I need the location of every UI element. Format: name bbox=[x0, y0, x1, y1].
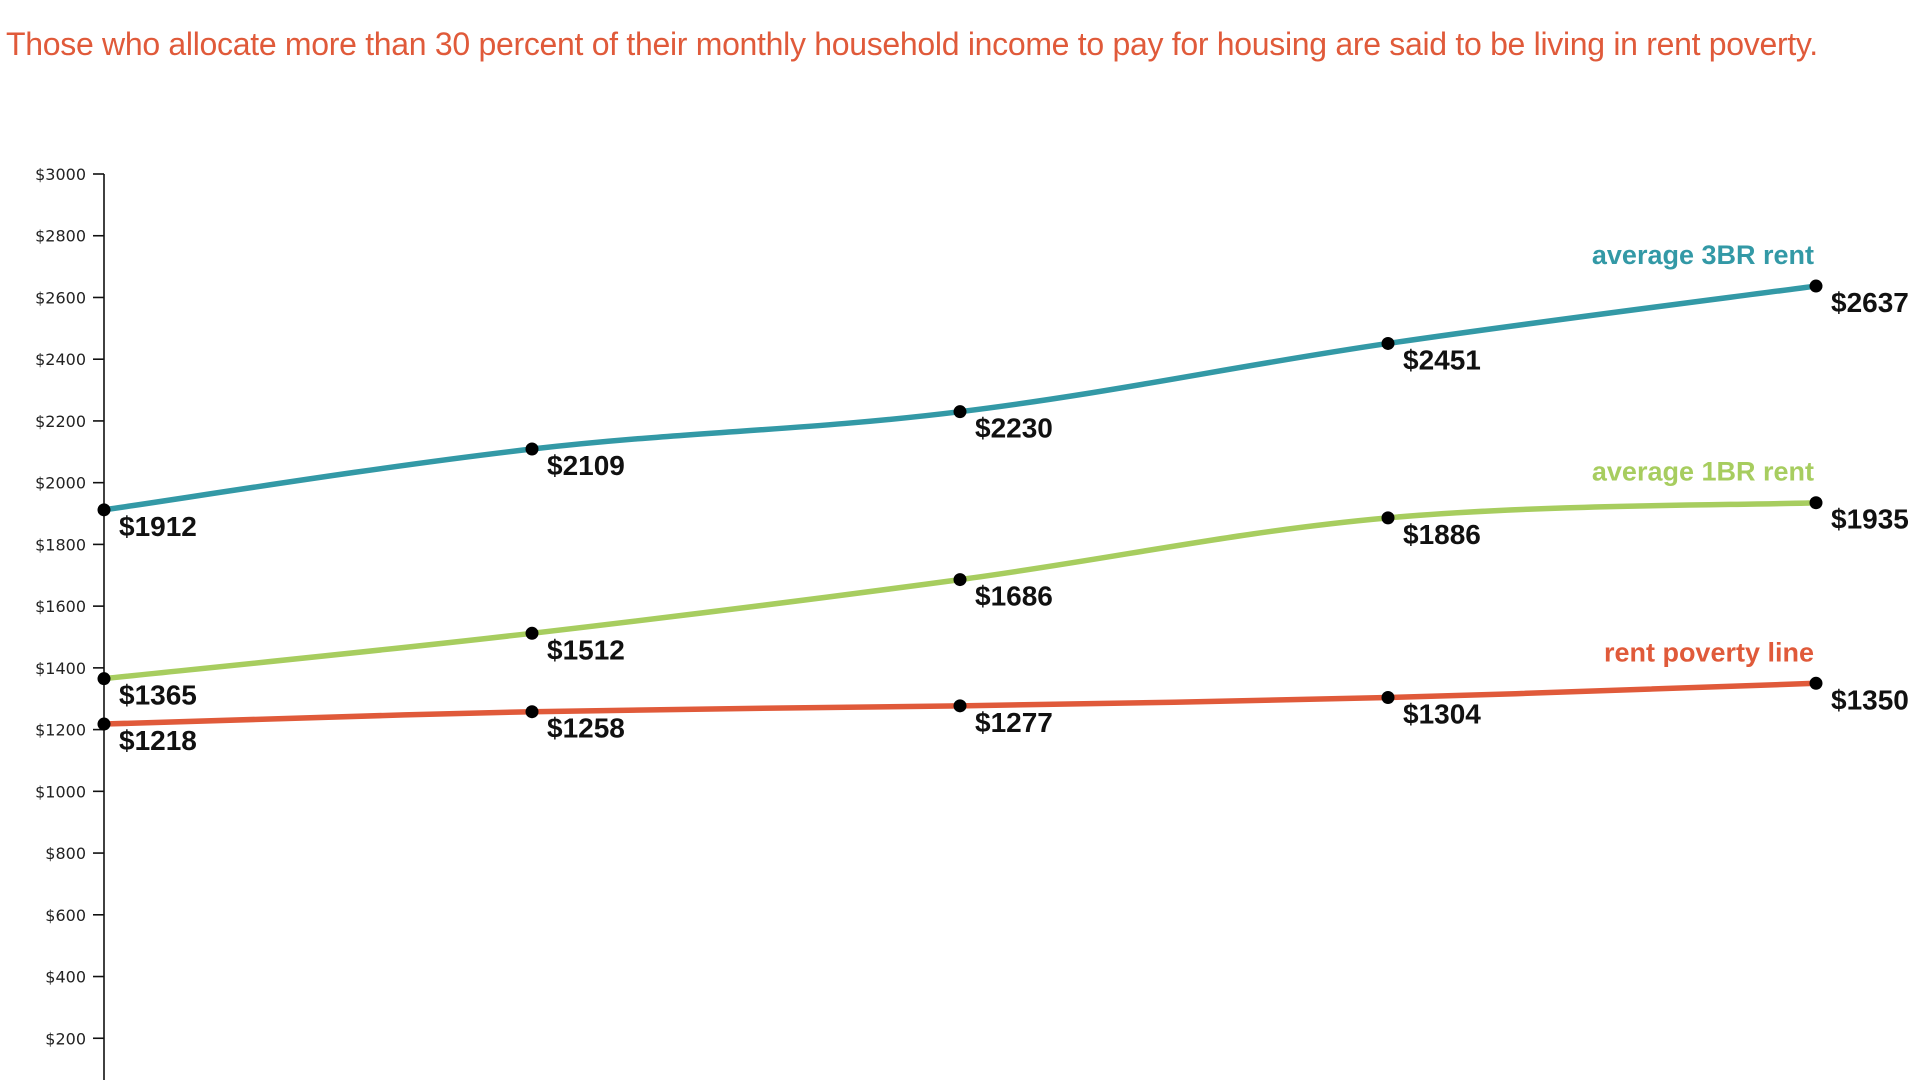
data-label: $2230 bbox=[975, 413, 1053, 444]
y-tick-label: $3000 bbox=[35, 165, 86, 184]
series-name-label: rent poverty line bbox=[1604, 637, 1814, 667]
y-tick-label: $400 bbox=[45, 968, 86, 987]
series-lines bbox=[101, 283, 1819, 727]
data-label: $2637 bbox=[1831, 287, 1909, 318]
y-tick-label: $1000 bbox=[35, 782, 86, 801]
data-point bbox=[97, 503, 111, 517]
series-name-label: average 1BR rent bbox=[1592, 457, 1814, 487]
series-line-2 bbox=[101, 499, 1819, 682]
y-axis: $200 $400 $600 $800 $1000 $1200 $1400 $1600 $180… bbox=[35, 165, 105, 1080]
y-tick-label: $600 bbox=[45, 906, 86, 925]
series-points bbox=[97, 279, 1823, 731]
data-label: $1935 bbox=[1831, 504, 1909, 535]
y-tick-label: $800 bbox=[45, 844, 86, 863]
series-names: average 3BR rent average 1BR rent rent pov… bbox=[1592, 240, 1814, 667]
data-label: $1912 bbox=[119, 511, 197, 542]
data-point bbox=[1809, 279, 1823, 293]
data-label: $1304 bbox=[1403, 698, 1481, 729]
data-label: $1350 bbox=[1831, 684, 1909, 715]
y-tick-label: $2800 bbox=[35, 227, 86, 246]
data-point bbox=[953, 573, 967, 587]
data-label: $1365 bbox=[119, 680, 197, 711]
y-tick-label: $200 bbox=[45, 1029, 86, 1048]
data-point bbox=[953, 405, 967, 419]
data-label: $1218 bbox=[119, 725, 197, 756]
data-label: $1886 bbox=[1403, 519, 1481, 550]
y-tick-label: $2200 bbox=[35, 412, 86, 431]
data-point bbox=[1381, 511, 1395, 525]
data-point bbox=[1809, 496, 1823, 510]
series-line-1 bbox=[101, 283, 1819, 513]
data-label: $1277 bbox=[975, 707, 1053, 738]
y-tick-label: $1800 bbox=[35, 535, 86, 554]
y-tick-label: $2000 bbox=[35, 474, 86, 493]
data-label: $1686 bbox=[975, 581, 1053, 612]
chart-title: Those who allocate more than 30 percent … bbox=[6, 26, 1818, 62]
data-point bbox=[97, 717, 111, 731]
y-tick-label: $1400 bbox=[35, 659, 86, 678]
series-name-label: average 3BR rent bbox=[1592, 240, 1814, 270]
data-point bbox=[953, 699, 967, 713]
data-label: $2109 bbox=[547, 450, 625, 481]
y-tick-label: $2400 bbox=[35, 350, 86, 369]
data-point bbox=[525, 626, 539, 640]
data-label: $1258 bbox=[547, 713, 625, 744]
data-point bbox=[1809, 676, 1823, 690]
data-point bbox=[525, 442, 539, 456]
y-tick-label: $1200 bbox=[35, 721, 86, 740]
data-point bbox=[1381, 336, 1395, 350]
data-point bbox=[97, 672, 111, 686]
data-label: $2451 bbox=[1403, 344, 1481, 375]
y-tick-label: $2600 bbox=[35, 288, 86, 307]
data-point bbox=[525, 705, 539, 719]
data-labels: $1912 $2109 $2230 $2451 $2637 $1365 $1512 $1686… bbox=[119, 287, 1909, 756]
y-tick-label: $1600 bbox=[35, 597, 86, 616]
data-point bbox=[1381, 690, 1395, 704]
data-label: $1512 bbox=[547, 634, 625, 665]
